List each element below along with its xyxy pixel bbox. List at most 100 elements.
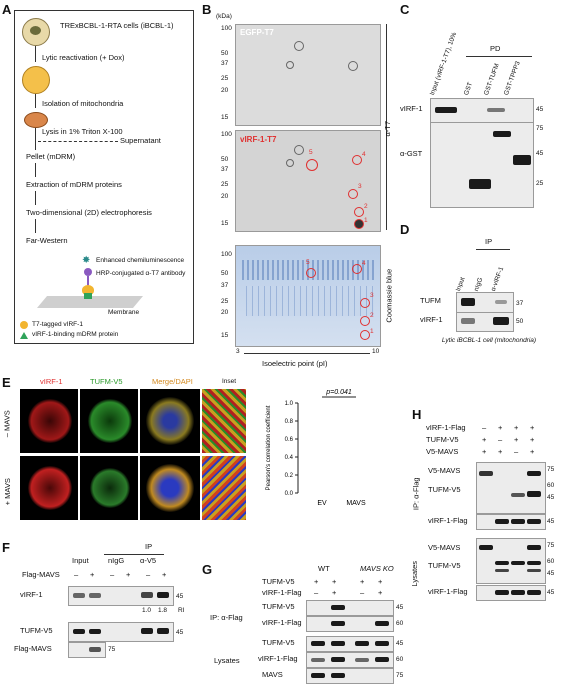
step-cells: TRExBCBL-1-RTA cells (iBCBL-1) [60,21,174,30]
b-mw-50-mid: 50 [221,156,229,163]
spot-num-1: 1 [364,217,368,224]
h-s2-2: – [498,435,503,444]
b-mw-25-mid: 25 [221,181,229,188]
h-row-lys-mavs: V5-MAVS [428,543,461,552]
d-lane-avirf1: α-vIRF-1 [489,266,506,293]
g-lys-label: Lysates [214,656,240,665]
h-lys-label: Lysates [410,560,420,587]
c-lane-input: Input (vIRF-1-T7), 10% [428,31,459,97]
img-merge-plus [140,456,200,520]
g-ko: MAVS KO [360,564,394,573]
legend-mdrm: vIRF-1-binding mDRM protein [32,331,119,338]
e-ylabel: Pearson's correlation coefficient [266,405,272,490]
g-mw-45b: 45 [396,640,404,647]
b-mw-25-gel: 25 [221,298,229,305]
b-mw-15-mid: 15 [221,220,229,227]
img-tufm-plus [80,456,138,520]
img-merge-minus [140,389,200,453]
f-lane-input: Input [72,556,89,565]
f-row-virf1: vIRF-1 [20,590,43,599]
img-virf1-plus [20,456,78,520]
arrow-5 [35,191,36,205]
g-s2-3: – [360,588,365,597]
img-virf1-minus [20,389,78,453]
h-mw-75b: 75 [547,542,555,549]
d-lane-input: Input [454,276,467,293]
d-blot-tufm [456,292,514,314]
f-ip-line [104,554,164,555]
b-mw-50-top: 50 [221,50,229,57]
h-cond-mavs: V5-MAVS [426,447,459,456]
g-row-lys-tufm: TUFM-V5 [262,638,295,647]
f-row-tufm: TUFM-V5 [20,626,53,635]
c-mw-75: 75 [536,125,544,132]
spot-num-2: 2 [364,203,368,210]
arrow-4 [35,163,36,177]
panel-label-h: H [412,407,422,422]
b-mw-20-mid: 20 [221,193,229,200]
g-cond-virf1: vIRF-1-Flag [262,588,302,597]
e-ytick-label: 0.2 [285,473,294,479]
img-inset-plus [202,456,246,520]
c-pd-label: PD [490,44,501,53]
h-blot-ip-virf1 [476,514,546,530]
b-mw-37-mid: 37 [221,166,229,173]
b-mw-20-top: 20 [221,87,229,94]
d-ip-label: IP [485,237,493,246]
gel-spot-1 [360,330,370,340]
e-ytick-label: 0.8 [285,419,294,425]
c-mw-45b: 45 [536,150,544,157]
e-col-tufm: TUFM-V5 [90,377,123,386]
panel-label-f: F [2,540,10,555]
h-s3-4: + [530,447,535,456]
g-blot-lys-mavs [306,668,394,684]
h-mw-45d: 45 [547,589,555,596]
g-s1-2: + [332,577,337,586]
b-axis-label: Isoelectric point (pI) [262,359,328,368]
panel-a-box [14,10,194,344]
e-ytick-label: 1.0 [285,401,294,407]
c-lane-gst: GST [462,81,475,97]
arrow-2 [35,94,36,108]
e-col-merge: Merge/DAPI [152,377,193,386]
h-row-ip-tufm: TUFM-V5 [428,485,461,494]
antibody-stem [87,276,89,286]
step-far-western: Far-Western [26,236,68,245]
h-s1-4: + [530,423,535,432]
step-pellet: Pellet (mDRM) [26,152,76,161]
f-ri-label: RI [178,607,185,614]
panel-label-d: D [400,222,410,237]
panel-label-g: G [202,562,213,577]
h-mw-45a: 45 [547,494,555,501]
b-mw-37-gel: 37 [221,282,229,289]
e-pvalue: p=0.041 [325,389,352,396]
h-s1-1: – [482,423,487,432]
e-ytick-label: 0.0 [285,491,294,497]
b-mw-20-gel: 20 [221,309,229,316]
b-mw-100-gel: 100 [221,251,232,258]
h-s3-1: + [482,447,487,456]
spot-mid-b [286,159,294,167]
d-row-tufm: TUFM [420,296,441,305]
c-lane-gst-tufm: GST-TUFM [482,62,501,97]
h-mw-45c: 45 [547,570,555,577]
spot-mid-5 [306,159,318,171]
d-mw-37: 37 [516,300,524,307]
arrow-1 [35,46,36,62]
virf1-t7-label: vIRF-1-T7 [240,135,277,144]
step-isolation: Isolation of mitochondria [42,99,124,108]
legend-membrane: Membrane [108,309,140,316]
cell-icon [22,18,50,46]
f-lane-nigg: nIgG [108,556,125,565]
img-tufm-minus [80,389,138,453]
c-mw-25: 25 [536,180,544,187]
legend-t7: T7-tagged vIRF-1 [32,321,83,328]
mdrm-icon [20,332,28,339]
h-s2-3: + [514,435,519,444]
spot-top-1 [294,41,304,51]
g-cond-tufm: TUFM-V5 [262,577,295,586]
e-group-label: EV [317,500,327,507]
e-ytick-label: 0.6 [285,437,294,443]
g-s2-2: + [332,588,337,597]
b-stain-label: Coomassie blue [384,268,394,323]
